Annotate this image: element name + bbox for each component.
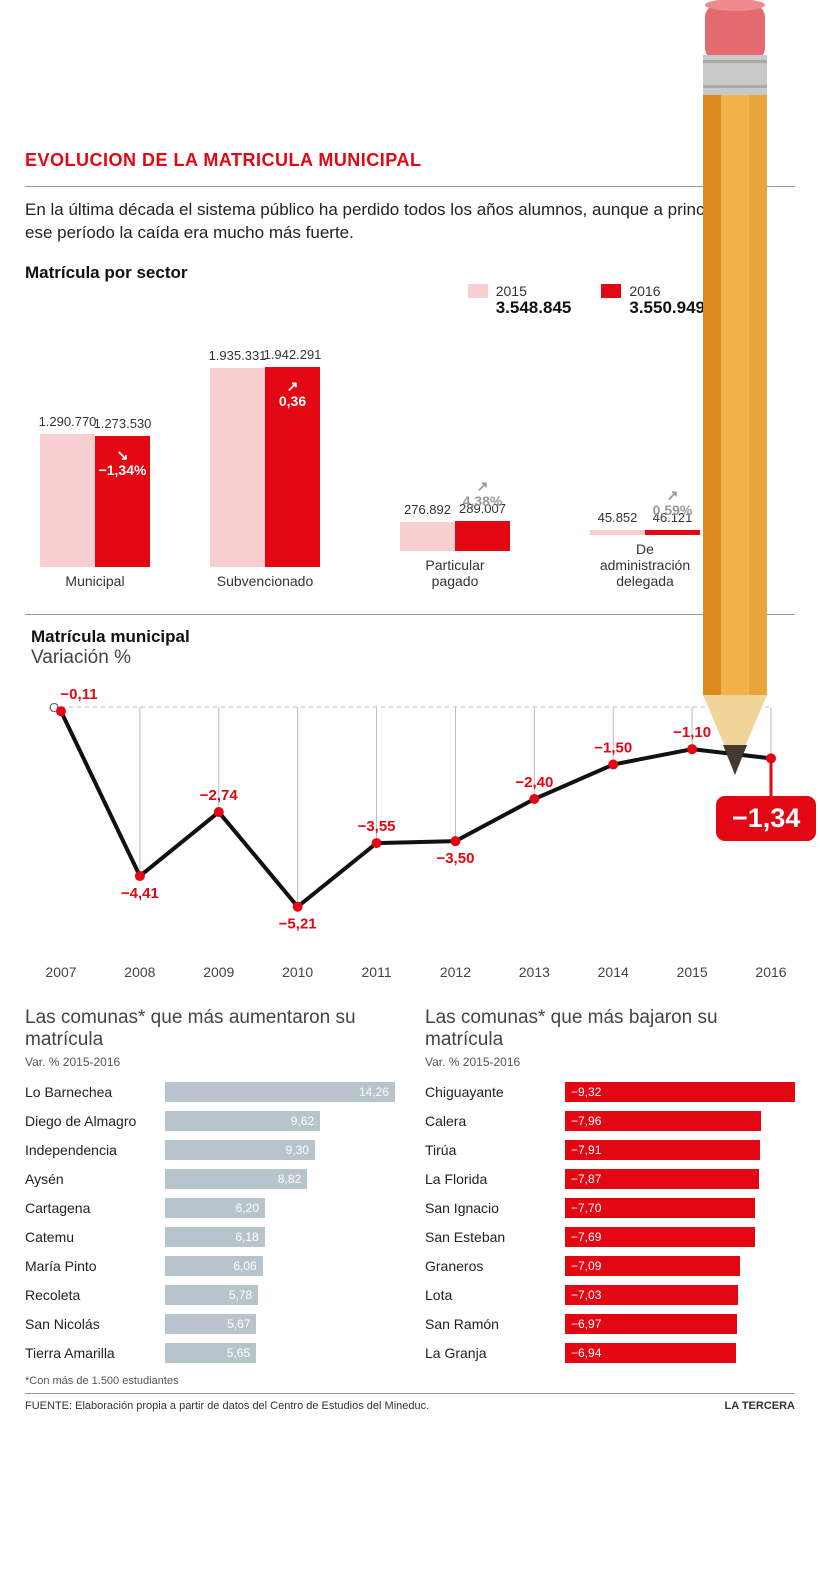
comuna-row: Chiguayante −9,32: [425, 1079, 795, 1105]
line-subtitle: Variación %: [31, 647, 789, 669]
legend-item: 20163.550.949: [601, 284, 705, 318]
svg-text:2012: 2012: [440, 964, 471, 980]
svg-text:−2,74: −2,74: [200, 787, 239, 804]
line-chart-section: Matrícula municipal Variación % O−0,1120…: [25, 614, 795, 987]
brand: LA TERCERA: [725, 1400, 795, 1412]
svg-text:2015: 2015: [677, 964, 708, 980]
svg-text:2013: 2013: [519, 964, 550, 980]
svg-text:2009: 2009: [203, 964, 234, 980]
sector-bar-chart: 20153.548.845 20163.550.949 1.290.770 1.…: [25, 289, 795, 589]
comuna-row: Cartagena 6,20: [25, 1195, 395, 1221]
comuna-row: La Granja −6,94: [425, 1340, 795, 1366]
bar-group: 1.935.331 1.942.291 ↗0,36 Subvencionado: [195, 367, 335, 589]
bar-group: 1.290.770 1.273.530 ↘−1,34% Municipal: [25, 434, 165, 589]
svg-text:2007: 2007: [45, 964, 76, 980]
svg-text:−0,11: −0,11: [60, 686, 97, 703]
line-title: Matrícula municipal: [31, 627, 789, 647]
comuna-row: La Florida −7,87: [425, 1166, 795, 1192]
comuna-row: Aysén 8,82: [25, 1166, 395, 1192]
comunas-columns: Las comunas* que más aumentaron su matrí…: [25, 1007, 795, 1369]
comuna-row: San Ramón −6,97: [425, 1311, 795, 1337]
svg-text:−1,50: −1,50: [594, 739, 632, 756]
bar-group: 276.892 289.007 ↗4,38% Particularpagado: [385, 521, 525, 589]
comuna-row: Diego de Almagro 9,62: [25, 1108, 395, 1134]
comuna-row: Lo Barnechea 14,26: [25, 1079, 395, 1105]
comunas-up-col: Las comunas* que más aumentaron su matrí…: [25, 1007, 395, 1369]
svg-text:−4,41: −4,41: [121, 885, 159, 902]
svg-text:−3,50: −3,50: [436, 850, 474, 867]
comunas-down-title: Las comunas* que más bajaron su matrícul…: [425, 1007, 795, 1051]
comunas-up-sub: Var. % 2015-2016: [25, 1055, 395, 1069]
intro-text: En la última década el sistema público h…: [25, 199, 795, 245]
svg-text:2011: 2011: [362, 964, 392, 980]
comuna-row: San Ignacio −7,70: [425, 1195, 795, 1221]
comuna-row: Tirúa −7,91: [425, 1137, 795, 1163]
divider: [25, 186, 795, 187]
final-value-badge: −1,34: [716, 796, 816, 841]
comuna-row: Recoleta 5,78: [25, 1282, 395, 1308]
svg-text:−2,40: −2,40: [515, 774, 553, 791]
sector-title: Matrícula por sector: [25, 263, 795, 283]
comuna-row: San Esteban −7,69: [425, 1224, 795, 1250]
comunas-up-title: Las comunas* que más aumentaron su matrí…: [25, 1007, 395, 1051]
comuna-row: San Nicolás 5,67: [25, 1311, 395, 1337]
comuna-row: Tierra Amarilla 5,65: [25, 1340, 395, 1366]
svg-text:−5,21: −5,21: [279, 916, 317, 933]
comuna-row: Lota −7,03: [425, 1282, 795, 1308]
comunas-down-sub: Var. % 2015-2016: [425, 1055, 795, 1069]
svg-text:2016: 2016: [755, 964, 786, 980]
comunas-down-col: Las comunas* que más bajaron su matrícul…: [425, 1007, 795, 1369]
comuna-row: Graneros −7,09: [425, 1253, 795, 1279]
bar-group: 45.852 46.121 ↗0,59% Deadministración de…: [575, 530, 715, 589]
legend-item: 20153.548.845: [468, 284, 572, 318]
svg-text:2014: 2014: [598, 964, 629, 980]
comuna-row: Calera −7,96: [425, 1108, 795, 1134]
source-text: FUENTE: Elaboración propia a partir de d…: [25, 1400, 429, 1412]
svg-text:2010: 2010: [282, 964, 313, 980]
main-title: EVOLUCION DE LA MATRICULA MUNICIPAL: [25, 150, 795, 171]
svg-text:−3,55: −3,55: [358, 818, 396, 835]
svg-text:2008: 2008: [124, 964, 155, 980]
comuna-row: Independencia 9,30: [25, 1137, 395, 1163]
comuna-row: María Pinto 6,06: [25, 1253, 395, 1279]
footnote: *Con más de 1.500 estudiantes: [25, 1375, 795, 1387]
comuna-row: Catemu 6,18: [25, 1224, 395, 1250]
svg-text:−1,10: −1,10: [673, 724, 711, 741]
